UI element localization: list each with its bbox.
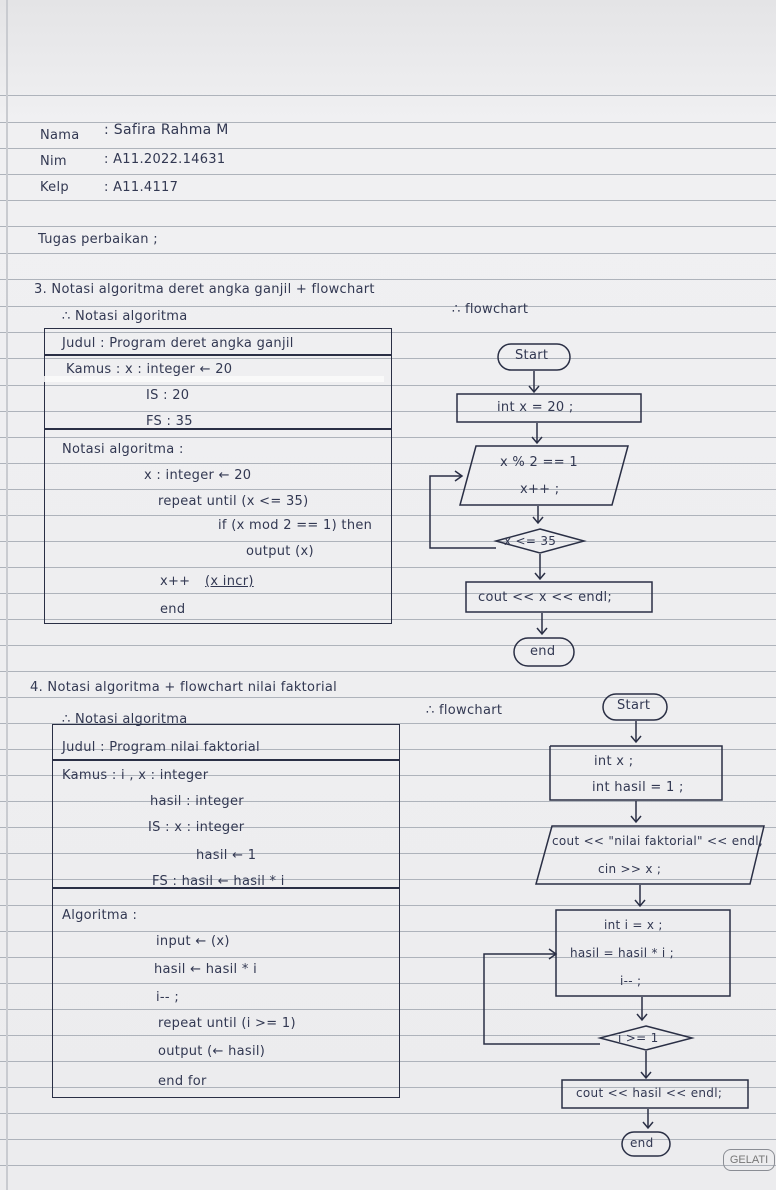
- tugas-heading: Tugas perbaikan ;: [38, 232, 158, 247]
- kelp-label: Kelp: [40, 180, 69, 195]
- nim-label: Nim: [40, 154, 67, 169]
- s4-line2: hasil ← hasil * i: [154, 962, 258, 977]
- s4-kamus-row2: hasil : integer: [150, 794, 244, 809]
- s4-flow-proc2: hasil = hasil * i ;: [570, 946, 674, 960]
- s4-algoritma-label: Algoritma :: [62, 908, 138, 923]
- s3-notasi-label: Notasi algoritma :: [62, 442, 184, 457]
- s4-flow-start: Start: [617, 698, 651, 713]
- s4-kamus-row4: hasil ← 1: [196, 848, 257, 863]
- s3-kamus-row3: FS : 35: [146, 414, 193, 429]
- section4-title: 4. Notasi algoritma + flowchart nilai fa…: [30, 680, 338, 695]
- kelp-value: : A11.4117: [104, 180, 179, 195]
- s4-line6: end for: [158, 1074, 207, 1089]
- s4-line4: repeat until (i >= 1): [158, 1016, 296, 1031]
- s3-line5: x++: [160, 574, 191, 589]
- section3-notasi-heading: ∴ Notasi algoritma: [62, 309, 188, 324]
- s3-flow-output: cout << x << endl;: [478, 590, 613, 605]
- s3-line2: repeat until (x <= 35): [158, 494, 309, 509]
- s3-flow-start: Start: [515, 348, 549, 363]
- s3-judul: Judul : Program deret angka ganjil: [62, 336, 294, 351]
- s4-flow-decision: i >= 1: [618, 1031, 659, 1045]
- section3-flowchart-heading: ∴ flowchart: [452, 302, 529, 317]
- s3-flow-decision: x <= 35: [504, 534, 557, 548]
- s4-flow-proc1: int i = x ;: [604, 918, 663, 932]
- s3-flow-io1: x % 2 == 1: [500, 455, 578, 470]
- s4-flow-init2: int hasil = 1 ;: [592, 780, 684, 795]
- s4-flow-io1: cout << "nilai faktorial" << endl;: [552, 834, 764, 848]
- nama-value: : Safira Rahma M: [104, 122, 229, 138]
- section3-title: 3. Notasi algoritma deret angka ganjil +…: [34, 282, 375, 297]
- nama-label: Nama: [40, 128, 80, 143]
- s4-line3: i-- ;: [156, 990, 180, 1005]
- s4-flow-io2: cin >> x ;: [598, 862, 662, 876]
- s4-flow-end: end: [630, 1136, 654, 1150]
- s3-flow-end: end: [530, 644, 556, 659]
- s4-kamus-row5: FS : hasil ← hasil * i: [152, 874, 285, 889]
- nim-value: : A11.2022.14631: [104, 152, 226, 167]
- s3-line6: end: [160, 602, 186, 617]
- s3-line3: if (x mod 2 == 1) then: [218, 518, 373, 533]
- s3-line1: x : integer ← 20: [144, 468, 252, 483]
- s4-line1: input ← (x): [156, 934, 230, 949]
- s3-flow-io2: x++ ;: [520, 482, 560, 497]
- s3-kamus-row1: Kamus : x : integer ← 20: [66, 362, 233, 377]
- s3-line4: output (x): [246, 544, 314, 559]
- s3-line5-note: (x incr): [205, 574, 254, 589]
- section4-notasi-heading: ∴ Notasi algoritma: [62, 712, 188, 727]
- section4-flowchart-heading: ∴ flowchart: [426, 703, 503, 718]
- s4-judul: Judul : Program nilai faktorial: [62, 740, 260, 755]
- s4-flow-init1: int x ;: [594, 754, 634, 769]
- s3-kamus-row2: IS : 20: [146, 388, 190, 403]
- s4-kamus-row1: Kamus : i , x : integer: [62, 768, 209, 783]
- s4-flow-output: cout << hasil << endl;: [576, 1086, 723, 1100]
- s4-kamus-row3: IS : x : integer: [148, 820, 245, 835]
- s3-flow-init: int x = 20 ;: [497, 400, 574, 415]
- brand-stamp: GELATI: [723, 1149, 775, 1171]
- s4-flow-proc3: i-- ;: [620, 974, 642, 988]
- s4-line5: output (← hasil): [158, 1044, 266, 1059]
